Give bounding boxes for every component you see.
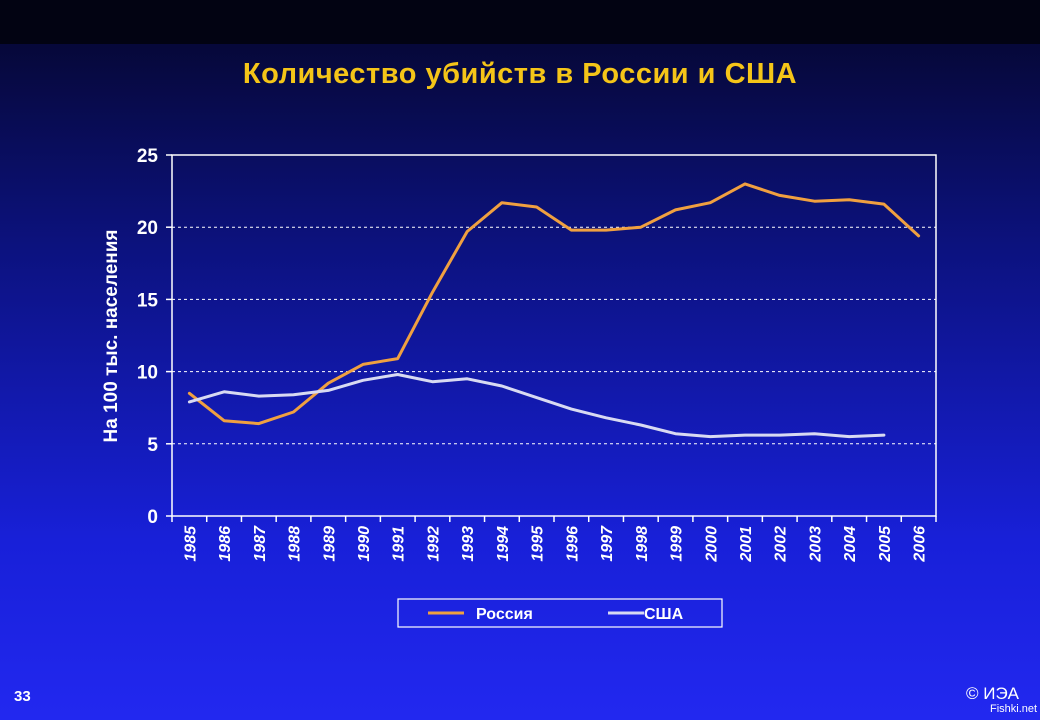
y-tick-label: 25 bbox=[137, 146, 159, 167]
x-tick-label: 1990 bbox=[356, 526, 373, 562]
x-tick-label: 2005 bbox=[877, 525, 894, 563]
copyright-text: © ИЭА bbox=[966, 684, 1020, 703]
x-tick-label: 1998 bbox=[634, 526, 651, 562]
plot-area bbox=[171, 154, 937, 517]
series-line-1 bbox=[187, 373, 886, 439]
y-tick-label: 20 bbox=[137, 218, 158, 239]
x-tick-labels: 1985 1986 1987 1988 1989 1990 1991 1992 1993 1994… bbox=[182, 525, 928, 563]
x-tick-label: 1988 bbox=[287, 526, 304, 562]
x-tick-label: 1996 bbox=[564, 526, 581, 562]
series-line-0 bbox=[187, 182, 921, 426]
y-tick-label: 5 bbox=[147, 435, 158, 456]
y-tick-label: 0 bbox=[147, 507, 158, 528]
legend-label-0: Россия bbox=[476, 606, 533, 623]
x-tick-label: 1994 bbox=[495, 526, 512, 562]
x-tick-label: 1989 bbox=[321, 526, 338, 562]
x-tick-label: 2000 bbox=[703, 526, 720, 563]
y-tick-label: 10 bbox=[137, 363, 158, 384]
watermark-text: Fishki.net bbox=[990, 703, 1038, 715]
top-bar bbox=[0, 0, 1040, 44]
axis-ticks bbox=[166, 154, 937, 522]
x-tick-label: 2004 bbox=[842, 526, 859, 563]
x-tick-label: 2003 bbox=[807, 526, 824, 563]
x-tick-label: 1993 bbox=[460, 526, 477, 562]
x-tick-label: 1995 bbox=[530, 525, 547, 562]
legend-label-1: США bbox=[644, 606, 684, 623]
legend-box bbox=[397, 598, 723, 628]
x-tick-label: 1991 bbox=[391, 526, 408, 562]
x-tick-label: 1987 bbox=[252, 525, 269, 562]
legend: Россия США bbox=[397, 598, 723, 628]
x-tick-label: 1997 bbox=[599, 525, 616, 562]
chart-title: Количество убийств в России и США bbox=[242, 58, 798, 90]
x-tick-label: 2002 bbox=[773, 526, 790, 563]
x-tick-label: 2006 bbox=[912, 526, 929, 563]
y-tick-labels: 0 5 10 15 20 25 bbox=[137, 146, 159, 528]
grid-lines bbox=[172, 226, 936, 445]
x-tick-label: 1985 bbox=[182, 525, 199, 562]
x-tick-label: 2001 bbox=[738, 526, 755, 563]
slide-number: 33 bbox=[14, 688, 31, 705]
y-tick-label: 15 bbox=[137, 290, 159, 311]
x-tick-label: 1986 bbox=[217, 526, 234, 562]
series-lines bbox=[187, 182, 921, 439]
y-axis-label: На 100 тыс. населения bbox=[101, 229, 122, 442]
x-tick-label: 1999 bbox=[669, 526, 686, 562]
x-tick-label: 1992 bbox=[425, 526, 442, 562]
